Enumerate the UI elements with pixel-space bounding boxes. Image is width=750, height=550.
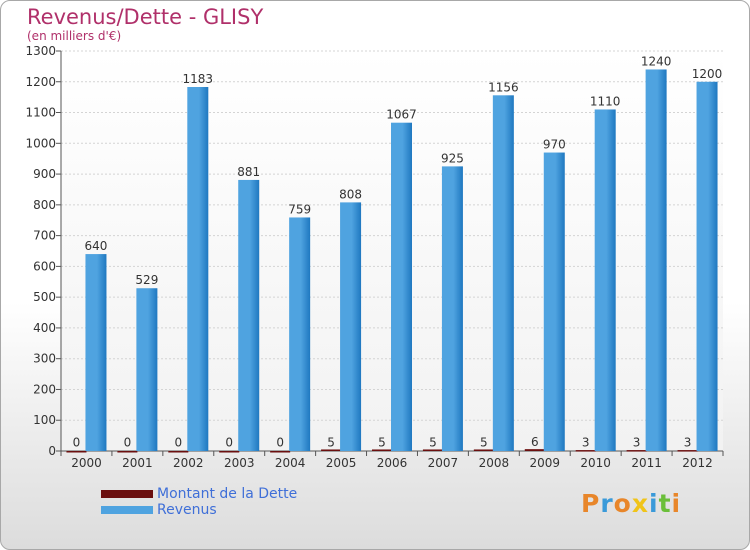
revenue-data-label: 808 <box>339 187 362 201</box>
debt-bar <box>219 451 240 453</box>
revenue-data-label: 881 <box>237 165 260 179</box>
y-tick-label: 0 <box>48 444 56 458</box>
debt-bar <box>117 451 138 453</box>
y-tick-label: 300 <box>33 352 56 366</box>
revenue-bar <box>289 217 311 451</box>
logo-letter: x <box>631 489 649 518</box>
revenue-bar <box>391 122 412 451</box>
debt-bar <box>626 450 647 452</box>
y-tick-label: 1100 <box>25 106 56 120</box>
debt-data-label: 5 <box>429 435 437 449</box>
x-tick-label: 2002 <box>173 456 204 470</box>
debt-data-label: 5 <box>327 435 335 449</box>
x-tick-label: 2009 <box>529 456 560 470</box>
y-tick-label: 200 <box>33 382 56 396</box>
chart-subtitle: (en milliers d'€) <box>27 29 122 43</box>
debt-data-label: 5 <box>378 435 386 449</box>
legend: Montant de la Dette Revenus <box>101 486 297 518</box>
x-tick-label: 2010 <box>580 456 611 470</box>
revenue-bar <box>645 69 667 451</box>
proxiti-logo: Proxiti <box>581 489 681 518</box>
y-tick-label: 600 <box>33 259 56 273</box>
revenue-bar <box>187 87 209 451</box>
debt-data-label: 3 <box>684 436 692 450</box>
revenue-data-label: 1200 <box>692 67 723 81</box>
legend-item-revenue: Revenus <box>101 502 297 518</box>
debt-data-label: 0 <box>225 436 233 450</box>
debt-bar <box>66 451 87 453</box>
y-tick-label: 1200 <box>25 75 56 89</box>
revenue-bar <box>492 95 514 452</box>
revenue-bar <box>594 109 616 451</box>
revenue-data-label: 529 <box>135 273 158 287</box>
debt-data-label: 0 <box>124 436 132 450</box>
x-tick-label: 2000 <box>71 456 102 470</box>
legend-item-debt: Montant de la Dette <box>101 486 297 502</box>
x-tick-label: 2007 <box>428 456 459 470</box>
y-tick-label: 100 <box>33 413 56 427</box>
debt-data-label: 6 <box>531 435 539 449</box>
revenue-data-label: 1183 <box>183 72 214 86</box>
debt-data-label: 0 <box>73 436 81 450</box>
revenue-bar <box>696 81 718 452</box>
debt-data-label: 0 <box>174 436 182 450</box>
y-tick-label: 1300 <box>25 44 56 58</box>
revenue-data-label: 925 <box>441 151 464 165</box>
logo-letter: P <box>581 489 601 518</box>
debt-bar <box>422 449 443 451</box>
revenue-data-label: 640 <box>85 239 108 253</box>
x-tick-label: 2006 <box>377 456 408 470</box>
legend-label-revenue: Revenus <box>157 502 217 518</box>
debt-bar <box>524 449 545 451</box>
logo-letter: o <box>613 489 632 518</box>
debt-bar <box>473 449 494 451</box>
revenue-bar <box>340 202 362 451</box>
y-tick-label: 500 <box>33 290 56 304</box>
x-tick-label: 2012 <box>682 456 713 470</box>
y-tick-label: 700 <box>33 229 56 243</box>
debt-bar <box>321 449 342 451</box>
logo-letter: t <box>658 489 672 518</box>
revenue-bar <box>441 166 463 451</box>
debt-bar <box>575 450 596 452</box>
revenue-data-label: 1156 <box>488 80 519 94</box>
revenue-bar <box>85 254 107 451</box>
x-tick-label: 2008 <box>479 456 510 470</box>
y-tick-label: 800 <box>33 198 56 212</box>
debt-data-label: 3 <box>633 436 641 450</box>
revenue-bar <box>238 179 260 451</box>
debt-data-label: 0 <box>276 436 284 450</box>
debt-bar <box>677 450 698 452</box>
logo-letter: r <box>600 489 614 518</box>
y-tick-label: 1000 <box>25 136 56 150</box>
logo-letter: i <box>649 489 659 518</box>
x-tick-label: 2004 <box>275 456 306 470</box>
legend-swatch-revenue <box>101 506 153 514</box>
logo-letter: i <box>671 489 682 518</box>
revenue-data-label: 970 <box>543 138 566 152</box>
debt-bar <box>270 451 291 453</box>
x-tick-label: 2011 <box>631 456 662 470</box>
revenue-data-label: 1240 <box>641 54 672 68</box>
x-tick-label: 2003 <box>224 456 255 470</box>
x-tick-label: 2001 <box>122 456 153 470</box>
revenue-data-label: 759 <box>288 202 311 216</box>
revenue-bar <box>543 152 565 452</box>
debt-data-label: 5 <box>480 435 488 449</box>
revenue-data-label: 1067 <box>386 108 417 122</box>
debt-bar <box>372 449 392 451</box>
revenue-data-label: 1110 <box>590 94 621 108</box>
legend-swatch-debt <box>101 490 153 498</box>
y-tick-label: 400 <box>33 321 56 335</box>
debt-data-label: 3 <box>582 436 590 450</box>
y-tick-label: 900 <box>33 167 56 181</box>
revenue-bar <box>136 288 158 451</box>
legend-label-debt: Montant de la Dette <box>157 486 298 502</box>
x-tick-label: 2005 <box>326 456 357 470</box>
debt-bar <box>168 451 189 453</box>
chart-title: Revenus/Dette - GLISY <box>27 5 264 29</box>
